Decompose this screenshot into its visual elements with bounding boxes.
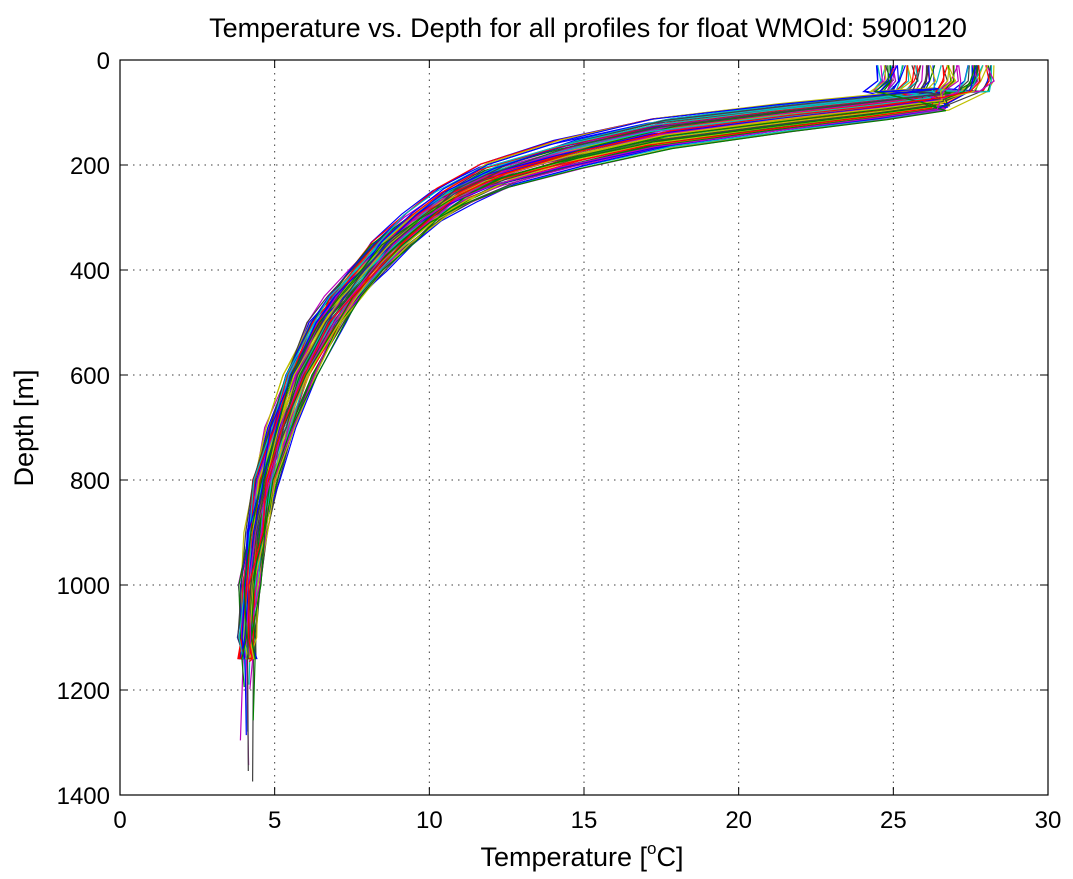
y-tick-label: 600: [70, 363, 110, 390]
profile-line: [245, 65, 947, 660]
grid: [120, 60, 1048, 795]
profile-line: [246, 65, 942, 685]
profile-line: [241, 65, 939, 660]
chart-title: Temperature vs. Depth for all profiles f…: [209, 13, 967, 43]
y-tick-label: 1400: [57, 783, 110, 810]
axis-ticks: [119, 59, 1049, 796]
profile-line: [237, 65, 930, 660]
profile-line: [244, 65, 995, 766]
y-tick-label: 1000: [57, 573, 110, 600]
x-axis-label-unit: C]: [657, 842, 684, 872]
profile-lines: [236, 65, 995, 782]
profile-line: [248, 65, 940, 663]
x-tick-label: 15: [571, 807, 598, 834]
x-tick-label: 25: [880, 807, 907, 834]
y-tick-labels: 0 200 400 600 800 1000 1200 1400: [57, 48, 110, 810]
x-tick-labels: 0 5 10 15 20 25 30: [113, 807, 1061, 834]
profile-line: [247, 65, 981, 660]
profile-line: [246, 65, 939, 772]
profile-line: [241, 65, 937, 688]
profile-line: [252, 65, 946, 782]
y-tick-label: 0: [97, 48, 110, 75]
y-tick-label: 1200: [57, 678, 110, 705]
profile-line: [248, 65, 957, 660]
x-tick-label: 10: [416, 807, 443, 834]
profile-line: [237, 65, 933, 741]
x-axis-label-main: Temperature [: [480, 842, 647, 872]
x-axis-label: Temperature [oC]: [480, 839, 683, 872]
y-tick-label: 200: [70, 153, 110, 180]
y-tick-label: 800: [70, 468, 110, 495]
x-tick-label: 0: [113, 807, 126, 834]
x-tick-label: 20: [725, 807, 752, 834]
profile-line: [246, 65, 941, 660]
y-tick-label: 400: [70, 258, 110, 285]
x-tick-label: 30: [1035, 807, 1062, 834]
x-tick-label: 5: [268, 807, 281, 834]
x-axis-label-superscript: o: [647, 839, 656, 858]
profile-line: [247, 65, 962, 660]
profile-line: [238, 65, 942, 660]
y-axis-label: Depth [m]: [9, 369, 39, 486]
profile-line: [246, 65, 976, 660]
